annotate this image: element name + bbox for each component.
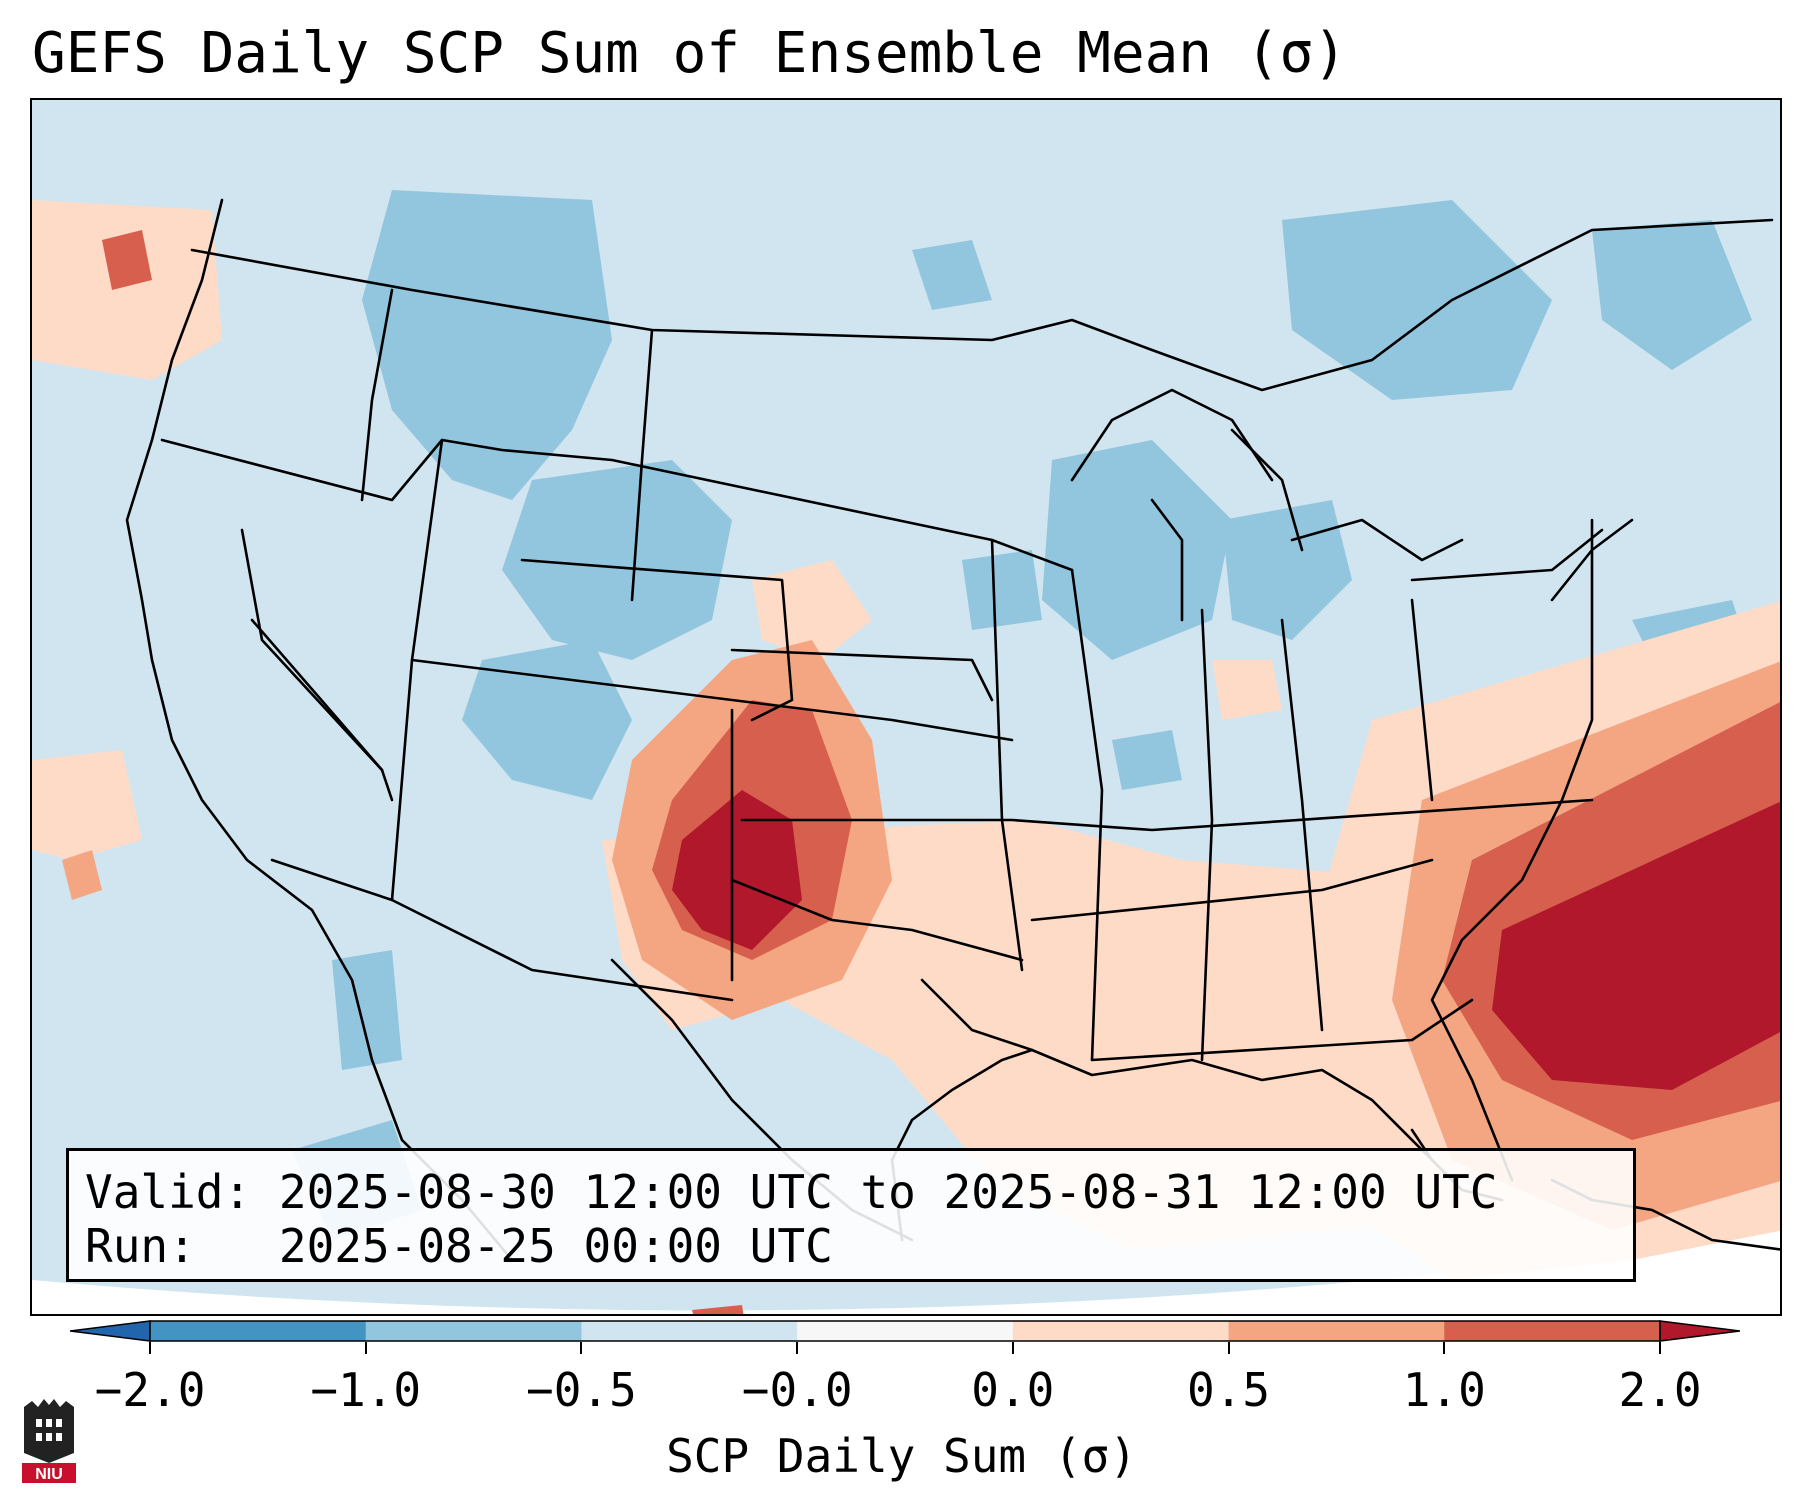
colorbar-bin — [1228, 1321, 1445, 1341]
run-value: 2025-08-25 00:00 UTC — [278, 1219, 833, 1273]
colorbar-outline — [149, 1320, 1661, 1342]
colorbar-tick-label: −0.5 — [526, 1363, 637, 1417]
colorbar-bin — [1444, 1321, 1661, 1341]
colorbar-tick-mark — [1659, 1342, 1661, 1354]
colorbar-tick-label: −1.0 — [310, 1363, 422, 1417]
valid-run-info-box: Valid: 2025-08-30 12:00 UTC to 2025-08-3… — [66, 1148, 1636, 1282]
colorbar-under-arrow — [70, 1320, 151, 1342]
colorbar-tick-mark — [580, 1342, 583, 1354]
valid-value: 2025-08-30 12:00 UTC to 2025-08-31 12:00… — [278, 1165, 1498, 1219]
colorbar-tick-label: 0.5 — [1187, 1363, 1271, 1417]
run-time-line: Run: 2025-08-25 00:00 UTC — [85, 1219, 1617, 1273]
colorbar-tick-label: 1.0 — [1402, 1363, 1486, 1417]
colorbar-bin — [797, 1321, 1014, 1341]
colorbar-bin — [150, 1321, 367, 1341]
colorbar — [70, 1320, 1740, 1342]
projection-edge — [32, 1230, 1780, 1314]
run-label: Run: — [85, 1219, 196, 1273]
colorbar-tick-label: −0.0 — [741, 1363, 853, 1417]
colorbar-tick-mark — [149, 1342, 151, 1354]
map-svg — [32, 190, 1780, 1314]
colorbar-tick-label: −2.0 — [94, 1363, 206, 1417]
colorbar-tick-label: 0.0 — [971, 1363, 1055, 1417]
colorbar-tick-mark — [1227, 1342, 1230, 1354]
colorbar-tick-mark — [1443, 1342, 1446, 1354]
colorbar-over-arrow — [1659, 1320, 1740, 1342]
colorbar-bin — [365, 1321, 582, 1341]
valid-time-line: Valid: 2025-08-30 12:00 UTC to 2025-08-3… — [85, 1165, 1617, 1219]
colorbar-label: SCP Daily Sum (σ) — [666, 1429, 1137, 1483]
niu-logo: NIU — [22, 1399, 76, 1483]
colorbar-tick-mark — [364, 1342, 367, 1354]
chart-title: GEFS Daily SCP Sum of Ensemble Mean (σ) — [32, 21, 1347, 86]
logo-text: NIU — [35, 1466, 63, 1483]
colorbar-tick-mark — [1011, 1342, 1014, 1354]
colorbar-bins — [150, 1321, 1661, 1341]
extreme-positive-areas — [672, 790, 1780, 1090]
colorbar-tick-mark — [796, 1342, 799, 1354]
colorbar-bin — [1012, 1321, 1230, 1341]
map-panel — [30, 98, 1782, 1316]
colorbar-bin — [581, 1321, 798, 1341]
colorbar-tick-label: 2.0 — [1618, 1363, 1702, 1417]
valid-label: Valid: — [85, 1165, 252, 1219]
